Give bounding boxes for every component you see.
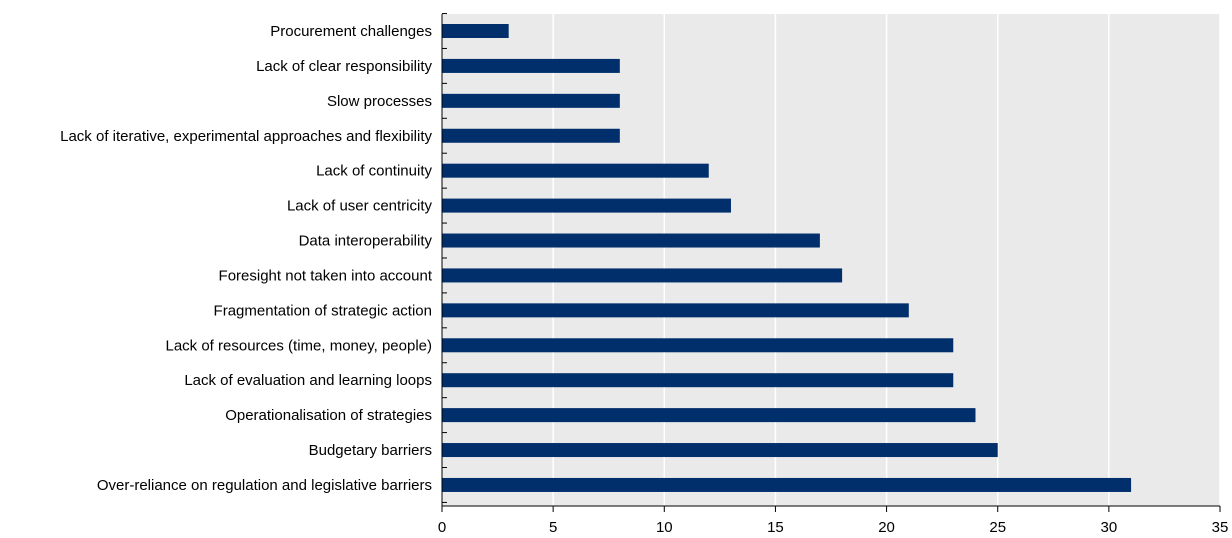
axes: [441, 13, 1220, 507]
category-label: Lack of user centricity: [287, 198, 433, 215]
bar: [442, 163, 709, 178]
bar: [442, 233, 820, 248]
category-label: Budgetary barriers: [309, 442, 432, 459]
x-tick-label: 20: [878, 519, 895, 536]
bar: [442, 198, 731, 213]
category-label: Lack of evaluation and learning loops: [184, 372, 432, 389]
bar: [442, 443, 998, 458]
category-label: Lack of resources (time, money, people): [165, 337, 432, 354]
x-tick-label: 15: [767, 519, 784, 536]
bar: [442, 24, 509, 38]
category-label: Lack of continuity: [316, 163, 432, 180]
x-tick-label: 5: [549, 519, 557, 536]
x-tick-label: 35: [1212, 519, 1229, 536]
category-labels: Procurement challenges Lack of clear resp…: [60, 23, 433, 494]
bar: [442, 128, 620, 143]
bar: [442, 408, 976, 423]
category-label: Foresight not taken into account: [219, 267, 433, 284]
bar: [442, 373, 954, 388]
bar: [442, 268, 843, 283]
bar: [442, 93, 620, 108]
category-label: Data interoperability: [299, 233, 433, 250]
x-tick-label: 10: [656, 519, 673, 536]
category-label: Fragmentation of strategic action: [214, 302, 432, 319]
category-label: Slow processes: [327, 93, 432, 110]
bar: [442, 58, 620, 73]
x-tick-label: 25: [989, 519, 1006, 536]
category-label: Procurement challenges: [270, 23, 432, 40]
bar: [442, 303, 909, 318]
bars: [442, 24, 1132, 492]
category-label: Operationalisation of strategies: [225, 407, 432, 424]
category-label: Lack of clear responsibility: [256, 58, 432, 75]
x-tick-label: 0: [438, 519, 446, 536]
bar: [442, 338, 954, 353]
category-label: Over-reliance on regulation and legislat…: [97, 477, 432, 494]
category-label: Lack of iterative, experimental approach…: [60, 128, 432, 145]
x-axis-ticks: 0 5 10 15 20 25 30 35: [438, 506, 1229, 536]
x-tick-label: 30: [1101, 519, 1118, 536]
plot-area: [442, 14, 1220, 506]
bar: [442, 477, 1132, 492]
